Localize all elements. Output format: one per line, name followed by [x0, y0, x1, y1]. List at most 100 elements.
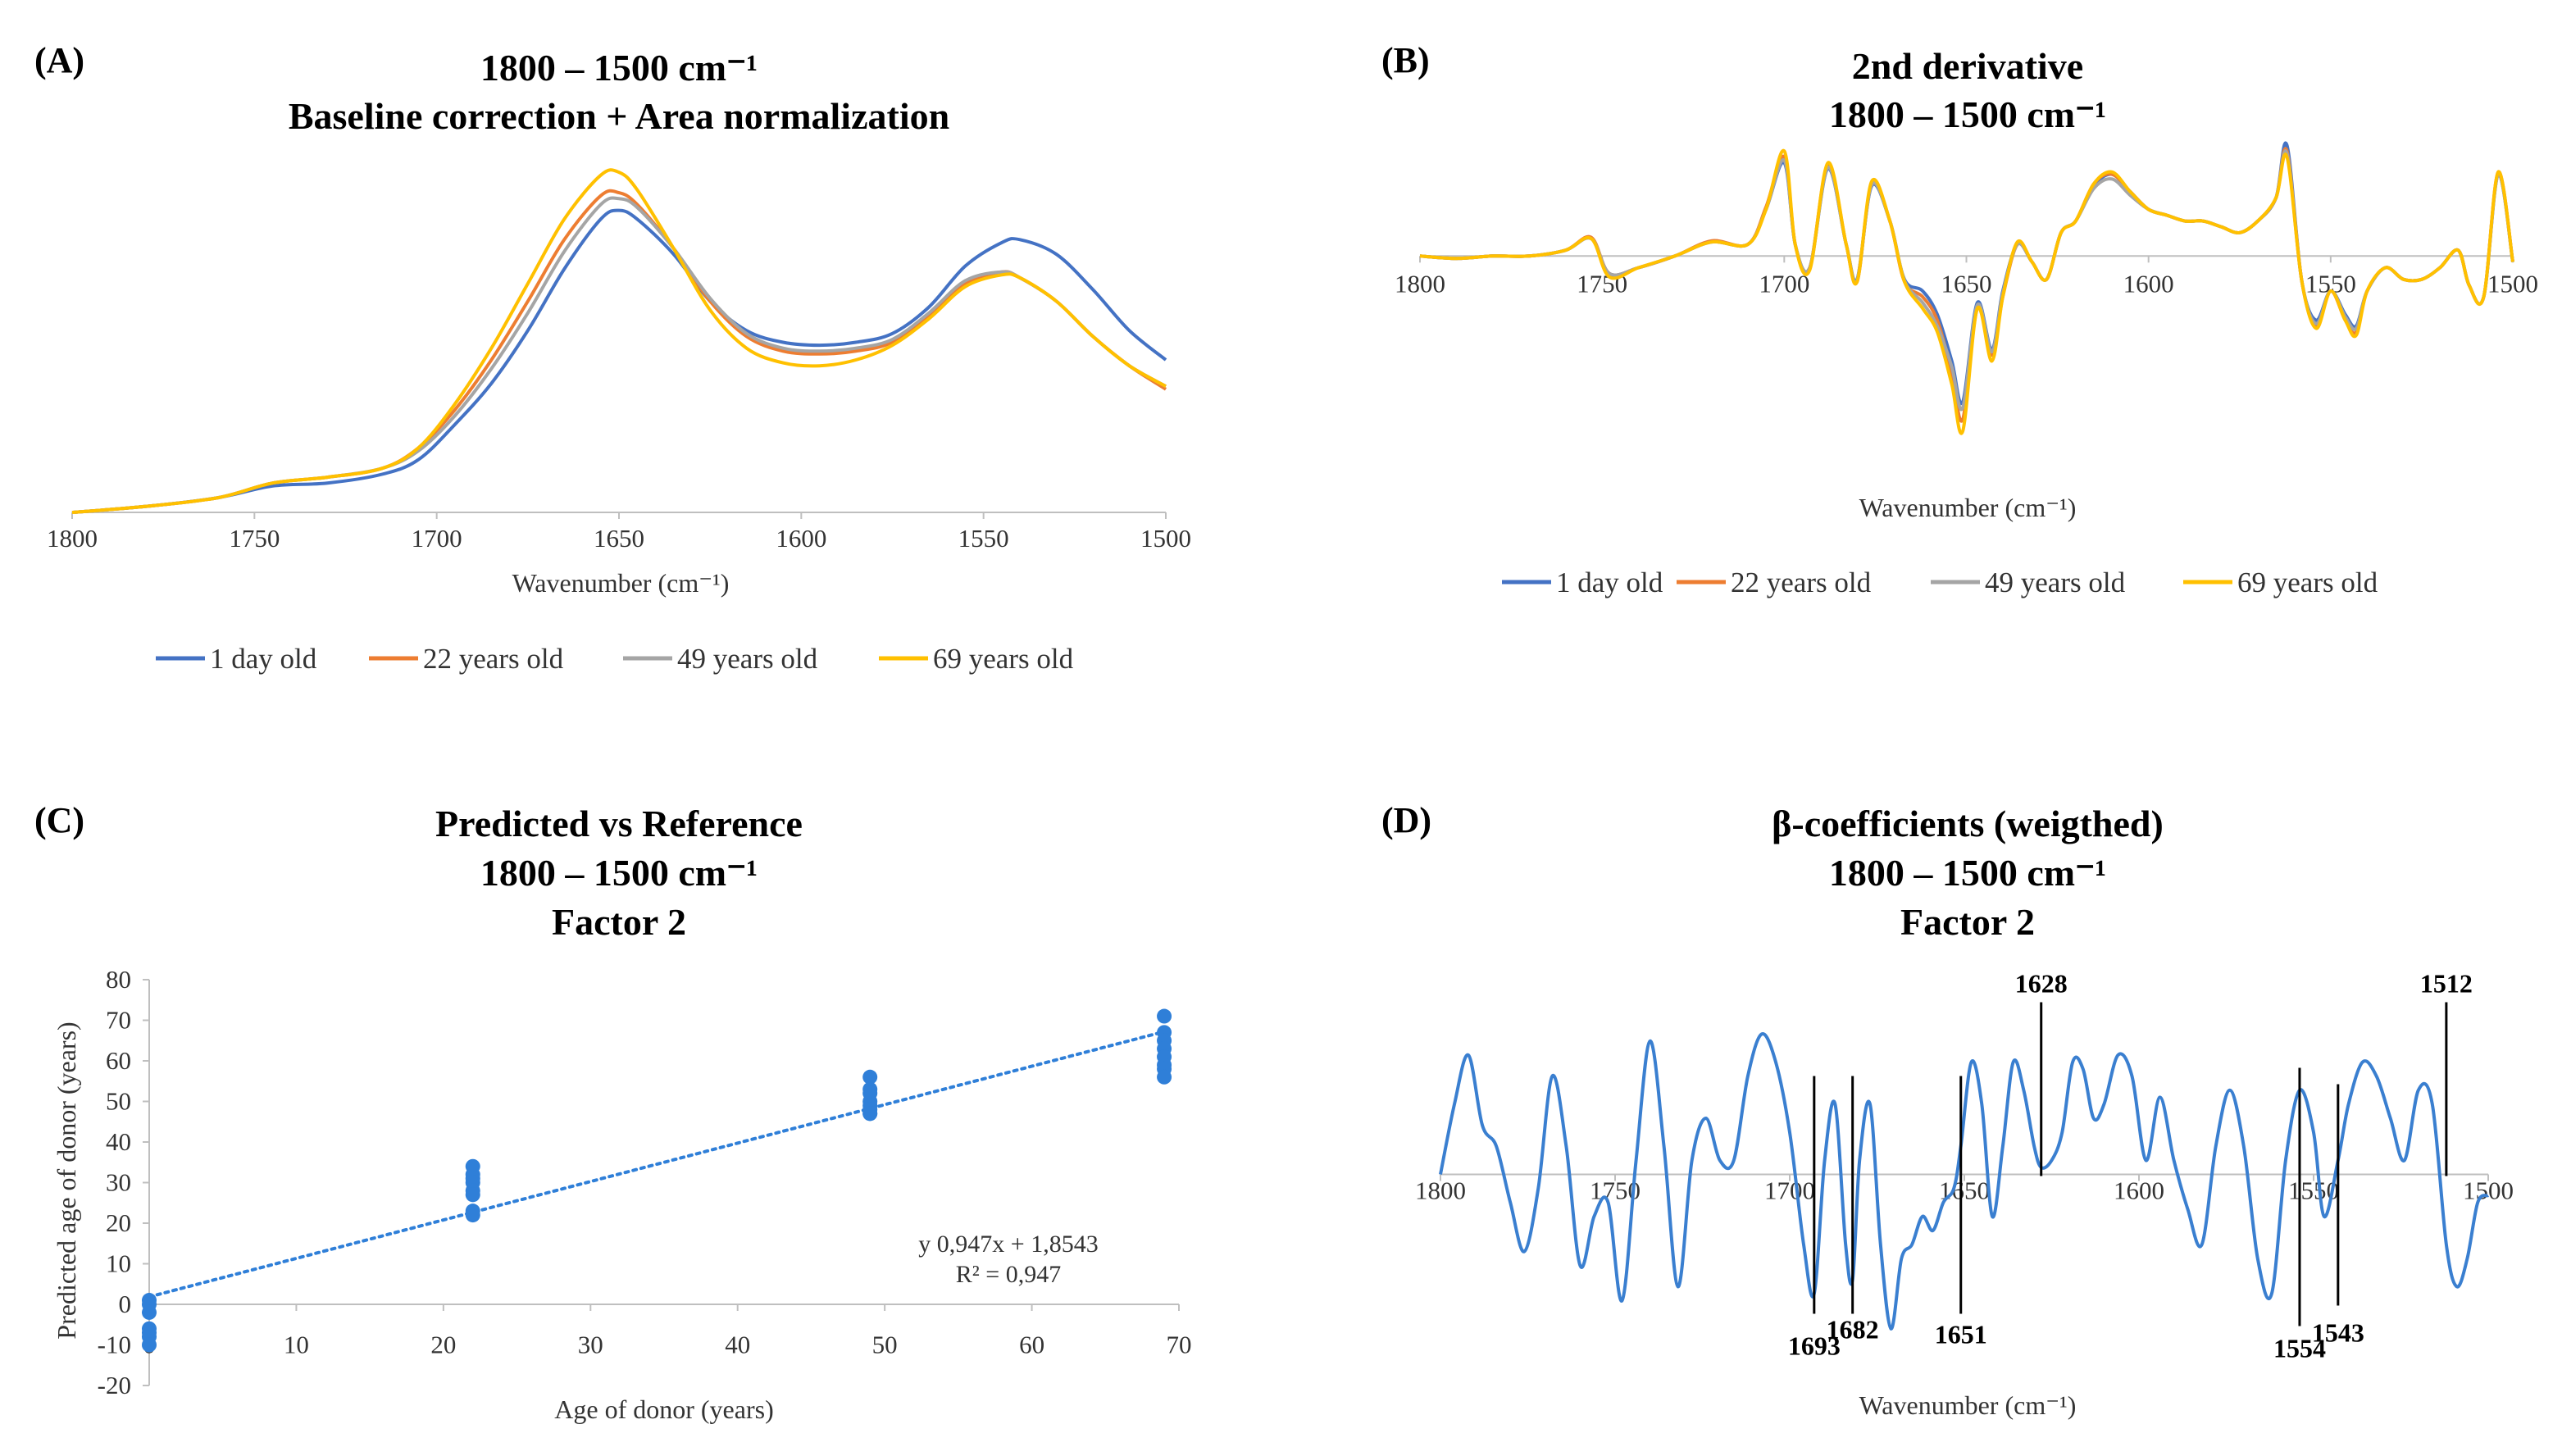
chart-c-equation: y 0,947x + 1,8543	[918, 1231, 1098, 1258]
x-tick-label-50: 50	[872, 1331, 898, 1359]
series-line-22-years-old	[71, 189, 1167, 514]
chart-c-title-line3: Factor 2	[552, 901, 686, 943]
x-tick-label-1650: 1650	[1941, 269, 1992, 298]
y-tick-label-60: 60	[106, 1046, 131, 1075]
chart-a-plot: 1800 1750 1700 1650 1600 1550 1500	[47, 168, 1191, 553]
scatter-point	[862, 1106, 878, 1122]
legend-label-69-years-old: 69 years old	[933, 643, 1074, 675]
scatter-point	[862, 1069, 878, 1085]
chart-c-xlabel: Age of donor (years)	[554, 1395, 773, 1424]
x-tick-label-1600: 1600	[2123, 269, 2174, 298]
x-tick-label-1750: 1750	[229, 524, 280, 553]
x-tick-label-20: 20	[430, 1331, 456, 1359]
x-tick-label-1700: 1700	[1764, 1176, 1815, 1205]
panel-c: (C) Predicted vs Reference 1800 – 1500 c…	[0, 721, 1279, 1456]
chart-c-ylabel: Predicted age of donor (years)	[52, 1021, 81, 1339]
y-tick-label-20: -20	[98, 1371, 131, 1399]
x-tick-label-1650: 1650	[1939, 1176, 1990, 1205]
annotation-label-1628: 1628	[2015, 969, 2068, 999]
chart-d-title-line1: β-coefficients (weigthed)	[1772, 803, 2164, 844]
x-tick-label-1500: 1500	[2487, 269, 2538, 298]
panel-a-label: (A)	[34, 40, 84, 80]
series-line-49-years-old	[71, 196, 1167, 514]
x-tick-label-70: 70	[1167, 1331, 1192, 1359]
panel-d: (D) β-coefficients (weigthed) 1800 – 150…	[1279, 721, 2562, 1456]
chart-d: (D) β-coefficients (weigthed) 1800 – 150…	[1381, 800, 2514, 1420]
legend-label-22-years-old: 22 years old	[423, 643, 564, 675]
chart-d-title-line2: 1800 – 1500 cm⁻¹	[1829, 852, 2106, 894]
scatter-point	[142, 1337, 157, 1353]
chart-d-xlabel: Wavenumber (cm⁻¹)	[1859, 1390, 2077, 1420]
scatter-point	[1157, 1008, 1172, 1024]
chart-c-r2: R² = 0,947	[956, 1261, 1061, 1288]
scatter-point	[465, 1208, 480, 1223]
chart-b-xlabel: Wavenumber (cm⁻¹)	[1859, 493, 2077, 522]
y-tick-label-20: 20	[106, 1208, 131, 1237]
panel-b: (B) 2nd derivative 1800 – 1500 cm⁻¹ 1800…	[1279, 0, 2562, 721]
legend-label-49-years-old: 49 years old	[1985, 566, 2126, 598]
x-tick-label-1500: 1500	[1140, 524, 1191, 553]
chart-b-plot: 1800 1750 1700 1650 1600 1550 1500	[1395, 141, 2538, 435]
panel-c-label: (C)	[34, 800, 84, 840]
x-tick-label-1600: 1600	[2114, 1176, 2164, 1205]
chart-b: (B) 2nd derivative 1800 – 1500 cm⁻¹ 1800…	[1381, 40, 2538, 598]
chart-a-xlabel: Wavenumber (cm⁻¹)	[512, 568, 730, 598]
y-tick-label-70: 70	[106, 1006, 131, 1035]
x-tick-label-40: 40	[725, 1331, 750, 1359]
chart-c-plot: -20-1001020304050607080010203040506070	[98, 965, 1192, 1399]
chart-b-title-line1: 2nd derivative	[1852, 45, 2083, 87]
chart-a-title-line2: Baseline correction + Area normalization	[289, 95, 949, 137]
legend-label-69-years-old: 69 years old	[2237, 566, 2378, 598]
y-tick-label-30: 30	[106, 1168, 131, 1197]
chart-a: (A) 1800 – 1500 cm⁻¹ Baseline correction…	[34, 40, 1191, 675]
legend-label-22-years-old: 22 years old	[1731, 566, 1872, 598]
x-tick-label-10: 10	[284, 1331, 309, 1359]
x-tick-label-1800: 1800	[1415, 1176, 1466, 1205]
x-tick-label-1800: 1800	[47, 524, 98, 553]
chart-c-title-line2: 1800 – 1500 cm⁻¹	[480, 852, 758, 894]
scatter-point	[1157, 1069, 1172, 1085]
annotation-label-1512: 1512	[2420, 969, 2473, 999]
x-tick-label-1700: 1700	[412, 524, 462, 553]
scatter-point	[465, 1187, 480, 1203]
legend-label-1-day-old: 1 day old	[210, 643, 317, 675]
panel-a: (A) 1800 – 1500 cm⁻¹ Baseline correction…	[0, 0, 1279, 721]
x-tick-label-1700: 1700	[1759, 269, 1809, 298]
chart-b-legend: 1 day old 22 years old 49 years old 69 year…	[1502, 566, 2378, 598]
series-line-69-years-old	[71, 168, 1167, 514]
x-tick-label-60: 60	[1019, 1331, 1044, 1359]
annotation-label-1543: 1543	[2312, 1318, 2364, 1348]
y-tick-label-40: 40	[106, 1127, 131, 1156]
annotation-label-1682: 1682	[1827, 1315, 1879, 1345]
annotation-label-1554: 1554	[2273, 1334, 2326, 1363]
chart-b-title-line2: 1800 – 1500 cm⁻¹	[1829, 93, 2106, 135]
legend-label-1-day-old: 1 day old	[1556, 566, 1663, 598]
x-tick-label-1800: 1800	[1395, 269, 1445, 298]
y-tick-label-50: 50	[106, 1087, 131, 1116]
x-tick-label-30: 30	[578, 1331, 603, 1359]
chart-d-title-line3: Factor 2	[1900, 901, 2035, 943]
y-tick-label-0: 0	[119, 1290, 132, 1318]
panel-b-label: (B)	[1381, 40, 1430, 80]
series-line-69-years-old	[1419, 148, 2514, 435]
scatter-point	[142, 1304, 157, 1320]
y-tick-label-10: -10	[98, 1331, 131, 1359]
chart-c: (C) Predicted vs Reference 1800 – 1500 c…	[34, 800, 1192, 1424]
x-tick-label-1550: 1550	[958, 524, 1009, 553]
trendline	[148, 1030, 1167, 1299]
x-tick-label-1500: 1500	[2463, 1176, 2514, 1205]
panel-d-label: (D)	[1381, 800, 1431, 840]
chart-a-legend: 1 day old 22 years old 49 years old 69 year…	[156, 643, 1074, 675]
x-tick-label-1600: 1600	[776, 524, 826, 553]
chart-a-title-line1: 1800 – 1500 cm⁻¹	[480, 47, 758, 89]
annotation-label-1651: 1651	[1935, 1320, 1987, 1349]
annotation-label-1693: 1693	[1788, 1331, 1841, 1361]
x-tick-label-1550: 1550	[2305, 269, 2356, 298]
y-tick-label-80: 80	[106, 965, 131, 994]
legend-label-49-years-old: 49 years old	[677, 643, 818, 675]
x-tick-label-1650: 1650	[594, 524, 644, 553]
chart-c-title-line1: Predicted vs Reference	[435, 803, 803, 844]
y-tick-label-10: 10	[106, 1249, 131, 1278]
series-line-1-day-old	[71, 208, 1167, 514]
